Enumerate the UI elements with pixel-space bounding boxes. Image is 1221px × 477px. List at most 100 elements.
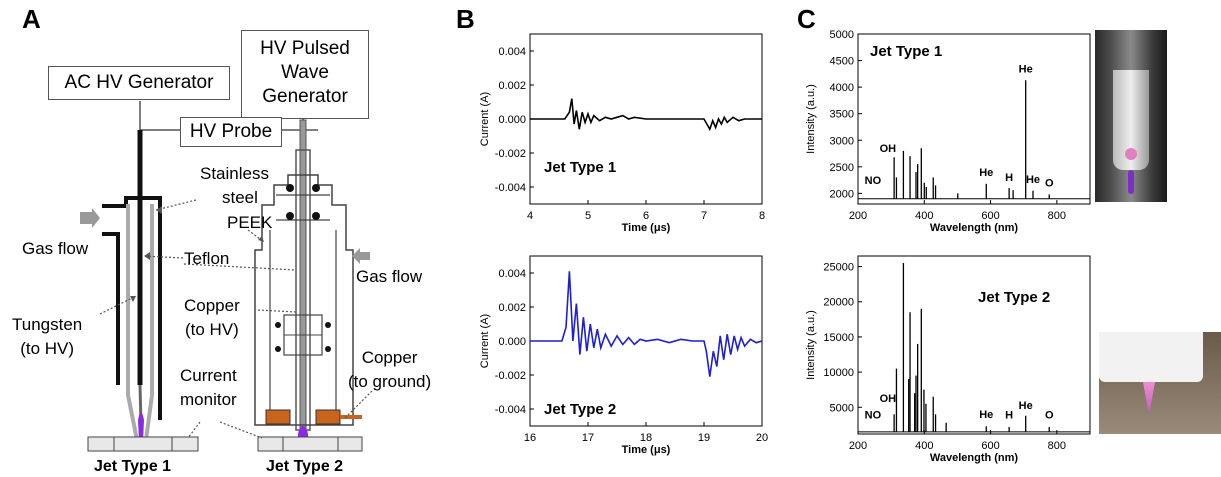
tungsten-line-1: Tungsten: [12, 315, 83, 334]
x-tick-label: 600: [981, 210, 999, 222]
peak-label: H: [1005, 172, 1013, 184]
copper-ground-line-1: Copper: [361, 348, 418, 367]
x-tick-label: 200: [849, 440, 867, 452]
y-tick-label: 0.002: [498, 80, 526, 92]
jet-schematic: [80, 101, 373, 452]
chart-annotation: Jet Type 1: [544, 159, 616, 176]
x-tick-label: 400: [915, 210, 933, 222]
x-axis-label: Wavelength (nm): [930, 452, 1019, 464]
copper-hv-label: Copper (to HV): [184, 294, 240, 342]
y-tick-label: 4000: [830, 82, 854, 94]
y-tick-label: 2000: [830, 188, 854, 200]
current-trace: [530, 271, 763, 377]
chart-annotation: Jet Type 2: [544, 401, 616, 418]
peak-label: NO: [865, 410, 882, 422]
jet-type-1-label: Jet Type 1: [94, 458, 172, 475]
y-tick-label: 20000: [823, 297, 854, 309]
peak-label: He: [979, 167, 993, 179]
tungsten-label: Tungsten (to HV): [12, 313, 82, 361]
y-tick-label: 0.000: [498, 114, 526, 126]
tungsten-line-2: (to HV): [20, 339, 75, 358]
peek-label: PEEK: [227, 213, 273, 232]
current-trace: [530, 98, 762, 132]
y-tick-label: 2500: [830, 162, 854, 174]
pulsed-line-1: HV Pulsed: [260, 38, 350, 59]
copper-ground-label: Copper (to ground): [348, 346, 431, 394]
copper-ground-line-2: (to ground): [348, 372, 432, 391]
jet-type-2-photo: [1099, 332, 1221, 434]
y-tick-label: 4500: [830, 56, 854, 68]
stainless-steel-label: Stainless steel: [200, 162, 269, 210]
peak-label: He: [1019, 64, 1033, 76]
copper-hv-line-2: (to HV): [184, 320, 239, 339]
peak-label: OH: [880, 143, 897, 155]
teflon-label: Teflon: [184, 249, 230, 268]
x-tick-label: 20: [756, 432, 768, 444]
peak-label: OH: [880, 393, 897, 405]
x-tick-label: 19: [698, 432, 710, 444]
y-tick-label: 15000: [823, 332, 854, 344]
gas-flow-right-label: Gas flow: [356, 267, 423, 286]
panel-label-a: A: [22, 4, 41, 34]
y-tick-label: 25000: [823, 262, 854, 274]
peak-label: He: [979, 409, 993, 421]
y-tick-label: 10000: [823, 367, 854, 379]
y-axis-label: Intensity (a.u.): [805, 310, 817, 380]
y-tick-label: 5000: [830, 402, 854, 414]
y-tick-label: 3500: [830, 109, 854, 121]
peak-label: O: [1045, 178, 1054, 190]
panel-label-b: B: [456, 4, 475, 34]
y-tick-label: -0.004: [495, 182, 526, 194]
pulsed-line-3: Generator: [262, 86, 348, 107]
x-tick-label: 8: [759, 210, 765, 222]
y-tick-label: -0.002: [495, 370, 526, 382]
y-tick-label: 5000: [830, 29, 854, 41]
jet-type-1-photo: [1095, 30, 1167, 202]
y-axis-label: Current (A): [479, 314, 491, 368]
peak-label: He: [1019, 400, 1033, 412]
y-tick-label: -0.004: [495, 404, 526, 416]
x-axis-label: Time (μs): [622, 222, 671, 234]
y-axis-label: Current (A): [479, 92, 491, 146]
x-tick-label: 5: [585, 210, 591, 222]
chart-annotation: Jet Type 2: [978, 289, 1050, 306]
y-tick-label: 0.004: [498, 46, 526, 58]
chart-annotation: Jet Type 1: [870, 43, 942, 60]
ac-hv-generator-label: AC HV Generator: [64, 72, 214, 93]
x-tick-label: 800: [1048, 440, 1066, 452]
x-axis-label: Time (μs): [622, 444, 671, 456]
x-tick-label: 400: [915, 440, 933, 452]
copper-hv-line-1: Copper: [184, 296, 240, 315]
x-tick-label: 6: [643, 210, 649, 222]
plot-frame: [857, 255, 1091, 435]
stainless-line-2: steel: [222, 188, 258, 207]
peak-label: He: [1026, 174, 1040, 186]
ac-hv-generator-box: AC HV Generator: [48, 66, 230, 100]
peak-label: O: [1045, 410, 1054, 422]
peak-label: H: [1005, 410, 1013, 422]
current-monitor-line-1: Current: [180, 366, 237, 385]
y-tick-label: 0.004: [498, 268, 526, 280]
x-tick-label: 200: [849, 210, 867, 222]
x-tick-label: 16: [524, 432, 536, 444]
x-tick-label: 800: [1048, 210, 1066, 222]
stainless-line-1: Stainless: [200, 164, 269, 183]
plot-frame: [857, 33, 1091, 205]
jet-type-2-label: Jet Type 2: [266, 458, 344, 475]
hv-pulsed-generator-box: HV Pulsed Wave Generator: [241, 30, 369, 119]
x-tick-label: 4: [527, 210, 533, 222]
x-tick-label: 600: [981, 440, 999, 452]
x-tick-label: 17: [582, 432, 594, 444]
pulsed-line-2: Wave: [281, 62, 329, 83]
y-axis-label: Intensity (a.u.): [805, 84, 817, 154]
x-axis-label: Wavelength (nm): [930, 222, 1019, 234]
y-tick-label: 0.000: [498, 336, 526, 348]
x-tick-label: 7: [701, 210, 707, 222]
y-tick-label: -0.002: [495, 148, 526, 160]
current-monitor-label: Current monitor: [180, 364, 237, 412]
y-tick-label: 0.002: [498, 302, 526, 314]
y-tick-label: 3000: [830, 135, 854, 147]
hv-probe-box: HV Probe: [180, 117, 282, 147]
peak-label: NO: [865, 175, 882, 187]
